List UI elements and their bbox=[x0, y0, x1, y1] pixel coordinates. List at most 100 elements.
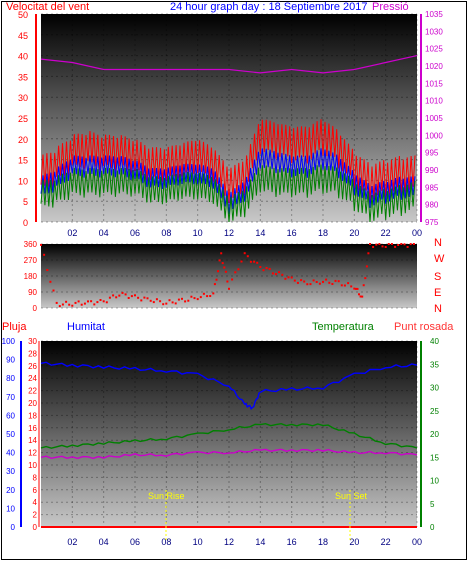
humidity-label: Humitat bbox=[67, 321, 105, 333]
wind-direction-point bbox=[187, 299, 190, 302]
wind-direction-point bbox=[174, 302, 177, 305]
wind-tick-label: 5 bbox=[23, 197, 28, 207]
rain-tick-label: 30 bbox=[6, 467, 15, 476]
wind-direction-point bbox=[105, 301, 108, 304]
wind-direction-point bbox=[365, 265, 368, 268]
wind-direction-point bbox=[40, 243, 42, 246]
wind-direction-point bbox=[61, 303, 64, 306]
temp-x-tick-label: 06 bbox=[130, 537, 140, 547]
wind-direction-point bbox=[46, 269, 49, 271]
wind-direction-point bbox=[202, 292, 205, 295]
wind-tick-label: 45 bbox=[18, 31, 28, 41]
wind-direction-point bbox=[165, 302, 168, 305]
wind-direction-point bbox=[331, 283, 334, 285]
direction-tick-label: 90 bbox=[28, 288, 37, 297]
wind-direction-point bbox=[390, 243, 393, 245]
humidity-tick-label: 12 bbox=[28, 449, 37, 458]
wind-minimum-line bbox=[40, 164, 416, 223]
humidity-tick-label: 6 bbox=[33, 486, 38, 495]
wind-direction-point bbox=[190, 295, 193, 298]
temp-x-tick-label: 04 bbox=[99, 537, 109, 547]
wind-direction-point bbox=[275, 273, 277, 276]
pressure-line bbox=[40, 55, 418, 74]
wind-tick-label: 25 bbox=[18, 114, 28, 124]
humidity-line bbox=[40, 361, 418, 410]
temperature-tick-label: 0 bbox=[430, 523, 435, 532]
temperature-label: Temperatura bbox=[312, 321, 375, 333]
wind-x-tick-label: 02 bbox=[67, 228, 77, 238]
wind-direction-point bbox=[124, 293, 127, 296]
rain-tick-label: 90 bbox=[6, 356, 15, 365]
humidity-tick-label: 24 bbox=[28, 374, 37, 383]
wind-direction-point bbox=[77, 300, 80, 303]
wind-direction-point bbox=[65, 300, 68, 303]
wind-direction-point bbox=[49, 280, 52, 283]
rain-tick-label: 80 bbox=[6, 374, 15, 383]
wind-direction-point bbox=[343, 284, 346, 287]
wind-direction-point bbox=[296, 281, 299, 284]
humidity-tick-label: 14 bbox=[28, 436, 37, 445]
wind-direction-point bbox=[52, 289, 55, 292]
humidity-tick-label: 20 bbox=[28, 399, 37, 408]
wind-direction-point bbox=[381, 245, 384, 248]
wind-direction-point bbox=[397, 244, 400, 246]
temp-x-tick-label: 10 bbox=[193, 537, 203, 547]
wind-tick-label: 35 bbox=[18, 72, 28, 82]
wind-direction-point bbox=[384, 246, 387, 248]
wind-direction-point bbox=[364, 277, 367, 280]
rain-tick-label: 0 bbox=[11, 523, 16, 532]
wind-direction-point bbox=[362, 284, 365, 287]
wind-direction-point bbox=[149, 299, 152, 302]
temp-x-tick-label: 00 bbox=[412, 537, 422, 547]
temp-x-tick-label: 08 bbox=[161, 537, 171, 547]
wind-direction-point bbox=[215, 278, 218, 281]
direction-tick-label: 360 bbox=[24, 240, 38, 249]
rain-tick-label: 20 bbox=[6, 486, 15, 495]
wind-direction-point bbox=[102, 300, 105, 303]
wind-direction-point bbox=[55, 301, 58, 304]
wind-direction-point bbox=[325, 278, 328, 281]
temp-x-tick-label: 16 bbox=[287, 537, 297, 547]
direction-tick-label: 180 bbox=[24, 272, 38, 281]
pressure-tick-label: 1030 bbox=[425, 27, 443, 36]
pressure-tick-label: 995 bbox=[425, 149, 439, 158]
dew-point-label: Punt rosada bbox=[394, 321, 454, 333]
wind-direction-point bbox=[309, 283, 312, 286]
wind-direction-point bbox=[71, 304, 74, 307]
wind-direction-point bbox=[199, 296, 202, 299]
wind-direction-point bbox=[240, 260, 243, 263]
temp-x-tick-label: 20 bbox=[349, 537, 359, 547]
wind-tick-label: 50 bbox=[18, 10, 28, 20]
wind-direction-point bbox=[353, 287, 356, 290]
wind-direction-point bbox=[209, 295, 212, 297]
pressure-tick-label: 1000 bbox=[425, 131, 443, 140]
wind-direction-point bbox=[121, 291, 124, 294]
wind-direction-point bbox=[181, 297, 183, 300]
wind-direction-point bbox=[43, 253, 46, 256]
wind-direction-point bbox=[249, 260, 252, 263]
wind-direction-point bbox=[300, 279, 303, 282]
wind-direction-point bbox=[284, 277, 287, 280]
humidity-tick-label: 30 bbox=[28, 337, 37, 346]
wind-direction-point bbox=[146, 297, 149, 300]
wind-direction-point bbox=[213, 283, 216, 286]
humidity-tick-label: 10 bbox=[28, 461, 37, 470]
wind-direction-point bbox=[293, 279, 296, 282]
wind-direction-point bbox=[218, 259, 221, 262]
wind-direction-point bbox=[334, 279, 337, 282]
wind-direction-point bbox=[337, 280, 340, 283]
wind-direction-point bbox=[303, 280, 306, 283]
direction-panel-bg bbox=[41, 244, 417, 308]
humidity-tick-label: 28 bbox=[28, 349, 37, 358]
wind-direction-point bbox=[271, 272, 274, 275]
wind-direction-point bbox=[196, 298, 199, 301]
wind-direction-point bbox=[152, 301, 155, 304]
wind-x-tick-label: 20 bbox=[349, 228, 359, 238]
pressure-tick-label: 1035 bbox=[425, 10, 443, 19]
wind-direction-point bbox=[246, 255, 249, 258]
wind-direction-point bbox=[369, 243, 371, 245]
rain-label: Pluja bbox=[2, 321, 27, 333]
wind-direction-point bbox=[221, 262, 224, 265]
wind-direction-point bbox=[278, 271, 281, 274]
wind-direction-point bbox=[134, 294, 136, 297]
